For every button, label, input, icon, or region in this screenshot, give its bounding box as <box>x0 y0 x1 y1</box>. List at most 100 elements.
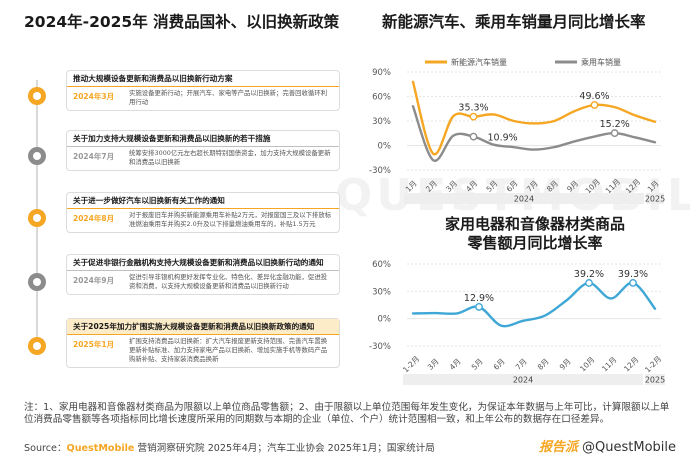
annotation-marker <box>469 132 478 141</box>
x-tick-label: 7月 <box>514 357 529 372</box>
policy-date: 2024年7月 <box>73 152 115 161</box>
x-tick-label: 4月 <box>448 357 463 372</box>
data-label: 10.9% <box>488 133 518 144</box>
policy-heading: 关于加力支持大规模设备更新和消费品以旧换新的若干措施 <box>67 131 339 147</box>
policy-text: 统筹安排3000亿元左右超长期特别国债资金，加力支持大规模设备更新和消费品以旧换… <box>129 149 331 166</box>
y-tick-label: 60% <box>372 93 391 103</box>
x-tick-label: 3月 <box>426 357 441 372</box>
annotation-marker <box>610 129 619 137</box>
year-group-label: 2025 <box>645 195 665 204</box>
y-tick-label: -30% <box>369 342 391 352</box>
data-label: 12.9% <box>464 293 494 304</box>
x-tick-label: 3月 <box>444 179 459 194</box>
x-tick-label: 4月 <box>464 179 479 194</box>
chart2-title: 家用电器和音像器材类商品 零售额月同比增长率 <box>420 215 650 253</box>
policy-text: 扩围支持消费品以旧换新：扩大汽车报废更新支持范围、完善汽车置换更新补贴标准、加力… <box>129 337 328 363</box>
policy-body: 2024年8月 对于报废旧车并购买新能源乘用车补贴2万元，对报废国三及以下排放标准… <box>67 209 339 232</box>
watermark-handle: @QuestMobile <box>582 440 676 455</box>
timeline-dot <box>28 209 46 227</box>
x-tick-label: 8月 <box>545 179 560 194</box>
chart2-title-line1: 家用电器和音像器材类商品 <box>444 215 625 233</box>
year-group-bar <box>403 374 643 385</box>
source-brand: QuestMobile <box>66 443 135 454</box>
policy-body: 2025年1月 扩围支持消费品以旧换新：扩大汽车报废更新支持范围、完善汽车置换更新… <box>67 335 339 367</box>
x-tick-label: 10月 <box>578 355 596 373</box>
x-tick-label: 1-2月 <box>401 354 421 374</box>
timeline-dot <box>28 87 46 105</box>
y-tick-label: -30% <box>369 166 391 176</box>
annotation-marker <box>585 279 593 287</box>
year-group-bar <box>645 193 665 204</box>
policy-text: 对于报废旧车并购买新能源乘用车补贴2万元，对报废国三及以下排放标准燃油乘用车并购… <box>129 211 332 228</box>
x-tick-label: 6月 <box>492 357 507 372</box>
watermark: 报告派 @QuestMobile <box>539 436 676 455</box>
chart2-title-line2: 零售额月同比增长率 <box>467 234 603 252</box>
source-line: Source：QuestMobile 营销洞察研究院 2025年4月；汽车工业协… <box>24 440 435 454</box>
x-tick-label: 7月 <box>525 179 540 194</box>
legend-label: 乘用车销量 <box>581 57 621 67</box>
year-group-bar <box>645 374 665 385</box>
x-tick-label: 6月 <box>505 179 520 194</box>
data-label: 39.3% <box>618 269 648 280</box>
x-tick-label: 9月 <box>558 357 573 372</box>
annotation-marker <box>475 303 483 311</box>
x-tick-label: 11月 <box>600 355 618 373</box>
data-label: 15.2% <box>600 119 630 130</box>
timeline-dot <box>28 273 46 291</box>
policy-heading: 关于进一步做好汽车以旧换新有关工作的通知 <box>67 193 339 209</box>
annotation-marker <box>629 278 637 287</box>
source-prefix: Source： <box>24 443 67 454</box>
x-tick-label: 2月 <box>424 179 439 194</box>
left-panel-title: 2024年-2025年 消费品国补、以旧换新政策 <box>24 13 340 31</box>
timeline-card: 推动大规模设备更新和消费品以旧换新行动方案 2024年3月 实施设备更新行动；开展汽… <box>66 70 340 111</box>
policy-heading: 推动大规模设备更新和消费品以旧换新行动方案 <box>67 71 339 87</box>
watermark-logo: 报告派 <box>539 440 579 455</box>
y-tick-label: 30% <box>372 117 391 127</box>
x-tick-label: 11月 <box>604 177 622 195</box>
series-line-1 <box>411 80 657 156</box>
x-tick-label: 1月 <box>404 179 419 194</box>
data-label: 35.3% <box>458 103 488 114</box>
policy-body: 2024年9月 促进引导非银机构更好发挥专业化、特色化、差异化金融功能，促进投资和… <box>67 271 339 294</box>
ev-sales-chart: 新能源汽车销量 乘用车销量 90% 60% 30% 0% -30% 35.3% 10.9% 49.… <box>369 57 665 204</box>
policy-date: 2024年3月 <box>73 92 115 101</box>
y-tick-label: 30% <box>372 287 391 297</box>
policy-text: 实施设备更新行动；开展汽车、家电等产品以旧换新；完善回收循环利用行动 <box>129 89 328 106</box>
policy-heading: 关于促进非银行金融机构支持大规模设备更新和消费品以旧换新行动的通知 <box>67 255 339 271</box>
series-line-2 <box>411 105 657 162</box>
x-tick-label: 5月 <box>484 179 499 194</box>
policy-body: 2024年3月 实施设备更新行动；开展汽车、家电等产品以旧换新；完善回收循环利用行… <box>67 87 339 110</box>
timeline-dot <box>28 147 46 165</box>
series-line-1 <box>411 281 657 328</box>
policy-date: 2025年1月 <box>73 340 115 349</box>
x-tick-label: 9月 <box>565 179 580 194</box>
timeline-card: 关于加力支持大规模设备更新和消费品以旧换新的若干措施 2024年7月 统筹安排300… <box>66 130 340 171</box>
data-label: 49.6% <box>579 91 609 102</box>
annotation-marker <box>590 101 599 109</box>
data-label: 39.2% <box>574 269 604 280</box>
policy-text: 促进引导非银机构更好发挥专业化、特色化、差异化金融功能，促进投资和消费，以支持大… <box>129 273 328 290</box>
annotation-marker <box>469 112 478 121</box>
policy-date: 2024年8月 <box>73 214 115 223</box>
y-tick-label: 60% <box>372 260 391 270</box>
x-tick-label: 1-2月 <box>643 354 663 374</box>
x-tick-label: 5月 <box>470 357 485 372</box>
source-rest: 营销洞察研究院 2025年4月；汽车工业协会 2025年1月；国家统计局 <box>134 443 435 454</box>
y-tick-label: 90% <box>372 68 391 78</box>
x-tick-label: 12月 <box>622 355 640 373</box>
year-group-label: 2024 <box>513 376 533 385</box>
year-group-label: 2024 <box>514 195 534 204</box>
timeline-dot <box>28 337 46 355</box>
timeline-card: 关于促进非银行金融机构支持大规模设备更新和消费品以旧换新行动的通知 2024年9月… <box>66 254 340 295</box>
x-tick-label: 1月 <box>646 179 661 194</box>
x-tick-label: 10月 <box>584 177 602 195</box>
y-tick-label: 0% <box>378 315 392 325</box>
policy-date: 2024年9月 <box>73 276 115 285</box>
timeline-card: 关于2025年加力扩围实施大规模设备更新和消费品以旧换新政策的通知 2025年1月… <box>66 318 340 368</box>
footnote: 注：1、家用电器和音像器材类商品为限额以上单位商品零售额；2、由于限额以上单位范… <box>24 402 670 425</box>
y-tick-label: 0% <box>378 142 392 152</box>
x-tick-label: 12月 <box>624 177 642 195</box>
policy-heading: 关于2025年加力扩围实施大规模设备更新和消费品以旧换新政策的通知 <box>67 319 339 335</box>
year-group-bar <box>403 193 644 204</box>
x-tick-label: 8月 <box>536 357 551 372</box>
